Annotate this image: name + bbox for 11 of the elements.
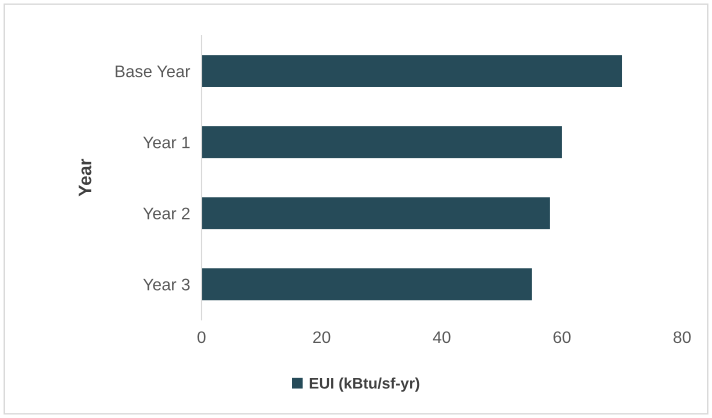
x-tick-label: 0 [198, 331, 206, 344]
y-tick-label: Year 2 [143, 208, 190, 220]
y-tick-label: Year 1 [143, 136, 190, 148]
y-tick-label: Base Year [116, 66, 190, 78]
y-axis-title: Year [78, 158, 92, 196]
x-tick-label: 60 [554, 331, 571, 344]
x-tick-label: 20 [313, 331, 330, 344]
y-tick-label: Year 3 [143, 278, 190, 290]
x-tick-label: 80 [674, 331, 691, 344]
legend-label: EUI (kBtu/sf-yr) [310, 377, 420, 392]
x-tick-label: 40 [432, 331, 450, 344]
